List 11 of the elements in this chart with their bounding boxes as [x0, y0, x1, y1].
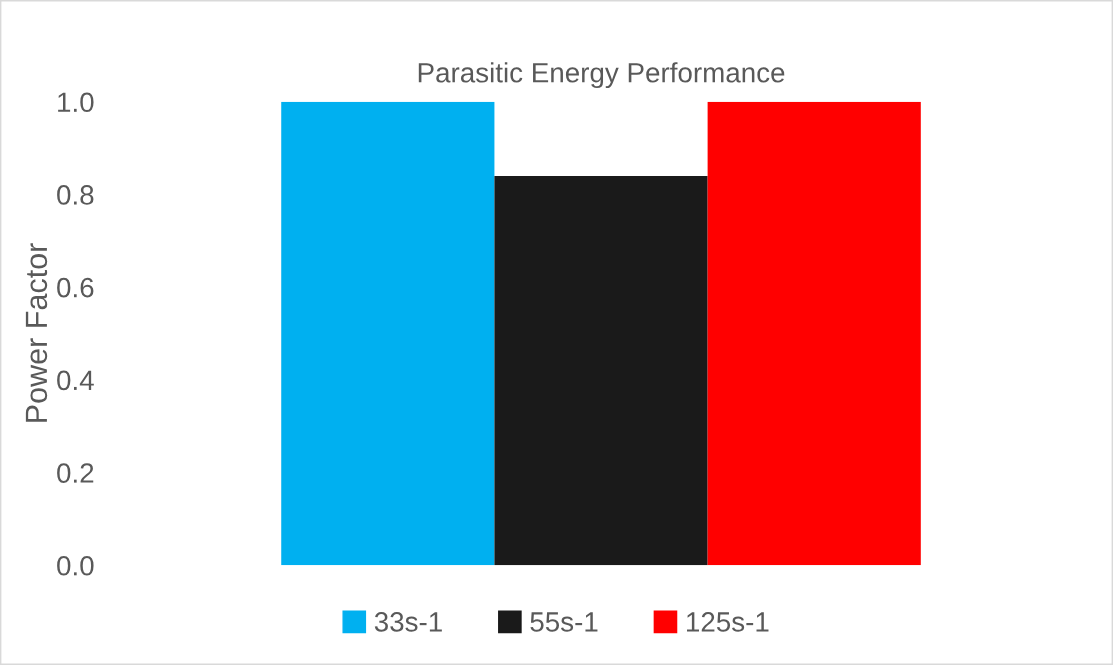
y-tick-label: 0.2	[57, 463, 94, 483]
y-tick-label: 0.8	[57, 185, 94, 205]
y-axis-title: Power Factor	[25, 243, 48, 422]
y-tick-label: 0.0	[57, 555, 94, 576]
y-tick-label: 0.4	[57, 370, 94, 391]
chart-title: Parasitic Energy Performance	[418, 62, 785, 89]
legend-label: 125s-1	[687, 612, 769, 632]
y-tick-label: 1.0	[58, 92, 94, 113]
y-tick-label: 0.6	[57, 277, 94, 298]
legend-label: 33s-1	[374, 612, 442, 632]
legend-label: 55s-1	[530, 612, 598, 632]
